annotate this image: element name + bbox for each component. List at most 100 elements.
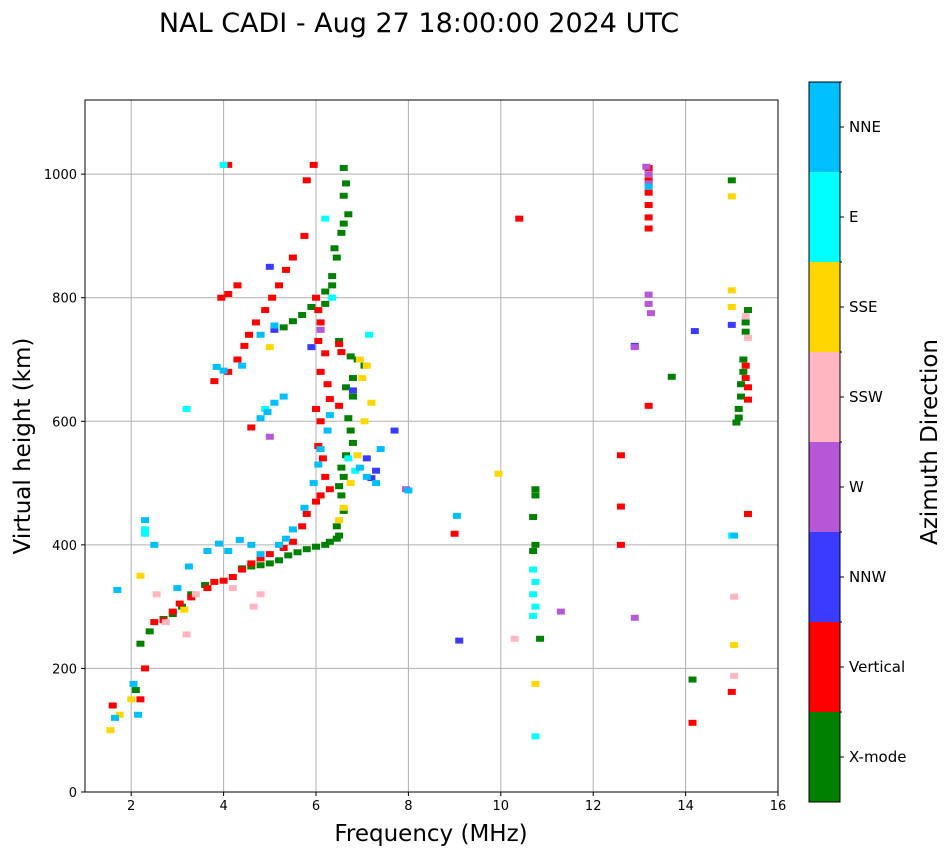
data-point-x-mode <box>743 307 752 314</box>
data-point-x-mode <box>298 312 307 319</box>
data-point-ssw <box>510 635 519 642</box>
x-tick-label: 16 <box>770 799 787 814</box>
data-point-vertical <box>240 342 249 349</box>
data-point-x-mode <box>321 300 330 307</box>
data-point-x-mode <box>332 535 341 542</box>
colorbar-tick-label: W <box>849 478 864 496</box>
data-point-vertical <box>233 282 242 289</box>
data-point-nne <box>113 586 122 593</box>
data-point-vertical <box>312 405 320 412</box>
data-point-vertical <box>187 594 196 601</box>
data-point-nne <box>111 714 120 721</box>
data-point-vertical <box>316 319 325 326</box>
data-point-x-mode <box>337 492 346 499</box>
data-point-x-mode <box>342 452 351 459</box>
data-point-nne <box>203 548 212 555</box>
data-point-vertical <box>298 523 307 530</box>
data-point-w <box>556 608 565 615</box>
data-point-x-mode <box>247 563 256 570</box>
data-point-x-mode <box>727 177 736 184</box>
data-point-vertical <box>228 573 237 580</box>
data-point-x-mode <box>265 560 274 567</box>
data-point-vertical <box>314 443 323 449</box>
colorbar-segment <box>809 352 840 442</box>
data-point-x-mode <box>136 640 145 647</box>
data-point-vertical <box>275 282 284 289</box>
data-point-vertical <box>175 600 184 607</box>
data-point-nne <box>238 362 247 369</box>
data-point-ssw <box>256 591 265 598</box>
data-point-vertical <box>312 294 320 301</box>
data-point-ssw <box>228 585 237 592</box>
data-point-vertical <box>108 702 117 709</box>
x-tick-label: 6 <box>312 799 320 814</box>
data-point-nnw <box>727 321 736 328</box>
data-point-w <box>642 163 651 170</box>
data-point-vertical <box>247 424 256 431</box>
data-point-w <box>630 614 639 621</box>
data-point-vertical <box>314 307 323 314</box>
data-point-vertical <box>141 665 150 672</box>
data-point-nnw <box>348 387 357 394</box>
data-point-x-mode <box>739 356 748 363</box>
colorbar-tick-label: E <box>849 208 858 226</box>
data-point-ssw <box>730 672 739 679</box>
x-tick-label: 12 <box>585 799 602 814</box>
data-point-x-mode <box>312 543 320 550</box>
data-point-nnw <box>362 455 371 462</box>
data-point-x-mode <box>339 192 348 199</box>
data-point-sse <box>115 711 124 718</box>
data-point-nne <box>256 331 265 338</box>
x-axis-ticks: 2 4 6 8 10 12 14 16 <box>127 792 786 814</box>
data-point-vertical <box>281 266 290 273</box>
data-point-nne <box>256 415 265 422</box>
data-point-nne <box>173 585 182 592</box>
data-point-vertical <box>238 566 247 573</box>
data-point-nne <box>212 363 221 370</box>
data-point-x-mode <box>734 405 743 412</box>
data-point-vertical <box>265 551 274 558</box>
data-point-vertical <box>224 291 233 298</box>
data-point-sse <box>353 452 362 459</box>
data-point-e <box>531 733 540 740</box>
data-point-nne <box>256 551 265 558</box>
data-point-vertical <box>288 254 297 261</box>
data-point-x-mode <box>531 486 540 493</box>
data-point-sse <box>339 504 348 511</box>
data-point-sse <box>727 287 736 294</box>
data-point-x-mode <box>737 393 746 400</box>
data-point-x-mode <box>339 473 348 480</box>
data-point-nnw <box>690 328 699 335</box>
data-point-vertical <box>251 319 260 326</box>
data-point-vertical <box>325 486 334 493</box>
data-point-x-mode <box>342 384 351 391</box>
y-axis-ticks: 0 200 400 600 800 1000 <box>44 168 85 801</box>
data-point-nne <box>325 412 334 419</box>
data-point-nnw <box>367 475 376 482</box>
data-point-x-mode <box>328 282 337 289</box>
colorbar-segment <box>809 532 840 622</box>
data-point-vertical <box>316 368 325 375</box>
data-point-vertical <box>325 396 334 403</box>
data-point-x-mode <box>332 254 341 261</box>
colorbar-segment <box>809 622 840 712</box>
data-point-e <box>351 467 360 474</box>
data-point-x-mode <box>288 318 297 325</box>
data-point-sse <box>367 399 376 406</box>
data-point-nne <box>316 446 325 453</box>
data-point-vertical <box>316 418 325 425</box>
data-point-nne <box>355 464 364 471</box>
data-point-vertical <box>321 473 330 480</box>
data-point-nne <box>288 526 297 533</box>
data-point-x-mode <box>307 303 316 310</box>
data-point-nne <box>235 536 244 543</box>
data-point-vertical <box>309 161 318 168</box>
data-point-vertical <box>741 375 750 382</box>
data-point-x-mode <box>330 245 339 252</box>
data-point-nne <box>184 563 193 570</box>
data-point-nne <box>323 427 332 434</box>
data-point-vertical <box>616 452 625 459</box>
data-point-x-mode <box>741 319 750 326</box>
y-tick-label: 600 <box>52 415 77 430</box>
data-point-nne <box>224 548 233 555</box>
